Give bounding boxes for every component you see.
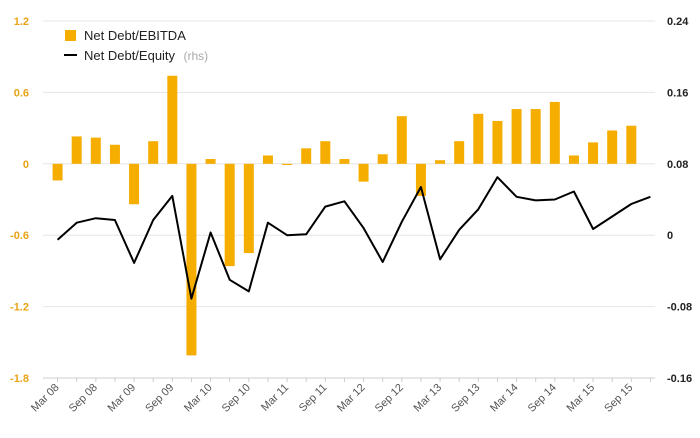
y-right-tick-label: 0.16 xyxy=(667,87,688,99)
y-left-tick-label: -1.2 xyxy=(10,302,29,314)
x-tick-label: Mar 09 xyxy=(105,382,138,415)
bar xyxy=(415,163,426,196)
legend-label-net-debt-equity: Net Debt/Equity (rhs) xyxy=(84,47,208,64)
x-axis: Mar 08 Sep 08 Mar 09 Sep 09 Mar 10 Sep 10 Mar … xyxy=(29,377,655,415)
x-tick-label: Sep 10 xyxy=(220,382,253,415)
bar xyxy=(301,148,312,164)
bar xyxy=(167,75,178,164)
line-series-net-debt-equity xyxy=(56,176,651,300)
x-tick-label: Mar 12 xyxy=(335,382,368,415)
legend-label-net-debt-ebitda: Net Debt/EBITDA xyxy=(84,28,186,43)
x-tick-label: Mar 13 xyxy=(411,382,444,415)
bar xyxy=(320,141,331,164)
bar xyxy=(358,163,369,182)
bar xyxy=(473,113,484,164)
bar xyxy=(243,163,254,254)
bar xyxy=(511,109,522,164)
y-right-tick-label: 0.24 xyxy=(667,16,689,28)
y-left-tick-label: -1.8 xyxy=(10,373,29,385)
bar xyxy=(282,163,293,165)
bar xyxy=(205,159,216,164)
bar xyxy=(339,159,350,164)
legend-label-net-debt-equity-name: Net Debt/Equity xyxy=(84,48,176,63)
x-tick-label: Sep 08 xyxy=(67,382,100,415)
x-tick-label: Mar 15 xyxy=(564,382,597,415)
bar xyxy=(90,137,101,164)
y-axis-left: 1.2 0.6 0 -0.6 -1.2 -1.8 xyxy=(10,16,29,385)
x-tick-label: Mar 14 xyxy=(488,382,521,415)
bar xyxy=(549,101,560,164)
bar xyxy=(148,141,159,164)
y-left-tick-label: 0.6 xyxy=(14,87,29,99)
legend-label-rhs-suffix: (rhs) xyxy=(184,49,209,63)
bar xyxy=(492,120,503,164)
bar xyxy=(262,155,273,164)
legend: Net Debt/EBITDA Net Debt/Equity (rhs) xyxy=(64,28,208,64)
bar xyxy=(435,160,446,164)
bar xyxy=(530,109,541,164)
y-left-tick-label: -0.6 xyxy=(10,230,29,242)
bar xyxy=(109,144,120,164)
bar xyxy=(377,154,388,164)
x-tick-label: Sep 13 xyxy=(449,382,482,415)
y-right-tick-label: -0.08 xyxy=(667,302,692,314)
bar xyxy=(454,141,465,164)
x-tick-label: Sep 15 xyxy=(602,382,635,415)
bar xyxy=(396,116,407,164)
bar xyxy=(568,155,579,164)
y-axis-right: 0.24 0.16 0.08 0 -0.08 -0.16 xyxy=(667,16,692,385)
bar xyxy=(607,130,618,164)
bar-series-net-debt-ebitda xyxy=(52,75,637,356)
x-tick-label: Sep 11 xyxy=(297,382,330,415)
legend-swatch-net-debt-ebitda xyxy=(65,30,76,41)
bar xyxy=(224,163,235,267)
y-right-tick-label: -0.16 xyxy=(667,373,692,385)
y-left-tick-label: 0 xyxy=(23,159,29,171)
x-tick-label: Mar 10 xyxy=(182,382,215,415)
bar xyxy=(626,125,637,164)
bar xyxy=(588,142,599,164)
y-right-tick-label: 0 xyxy=(667,230,673,242)
bar xyxy=(186,163,197,356)
x-tick-label: Sep 12 xyxy=(373,382,406,415)
series-line xyxy=(56,176,651,300)
y-left-tick-label: 1.2 xyxy=(14,16,29,28)
x-tick-label: Mar 11 xyxy=(259,382,291,414)
bar xyxy=(129,163,140,205)
x-tick-label: Sep 14 xyxy=(526,382,559,415)
bar xyxy=(71,136,82,164)
x-tick-label: Mar 08 xyxy=(29,382,62,415)
y-right-tick-label: 0.08 xyxy=(667,159,688,171)
bar xyxy=(52,163,63,181)
x-tick-label: Sep 09 xyxy=(143,382,176,415)
